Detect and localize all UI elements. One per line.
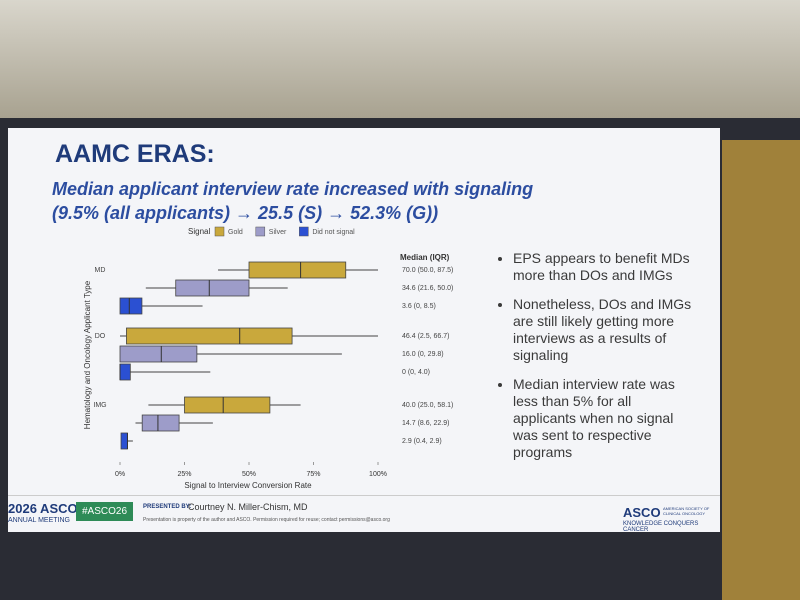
median-label: 70.0 (50.0, 87.5)	[402, 267, 453, 274]
box	[141, 414, 180, 432]
x-axis-title: Signal to Interview Conversion Rate	[184, 481, 312, 490]
meeting: 2026 ASCO	[8, 501, 78, 516]
box	[119, 363, 131, 381]
meeting-sub: ANNUAL MEETING	[8, 517, 70, 524]
side-wall	[722, 140, 800, 600]
presenter: Courtney N. Miller-Chism, MD	[188, 502, 308, 512]
median-label: 16.0 (0, 29.8)	[402, 351, 444, 358]
x-tick-label: 100%	[369, 471, 387, 478]
footer: 2026 ASCO ANNUAL MEETING #ASCO26 PRESENT…	[8, 495, 720, 533]
ceiling	[0, 0, 800, 118]
median-label: 34.6 (21.6, 50.0)	[402, 285, 453, 292]
hashtag: #ASCO26	[76, 502, 134, 521]
median-label: 40.0 (25.0, 58.1)	[402, 402, 453, 409]
slide-title: AAMC ERAS:	[55, 140, 215, 168]
tagline: KNOWLEDGE CONQUERS CANCER	[623, 521, 699, 533]
median-label: 14.7 (8.6, 22.9)	[402, 420, 449, 427]
box	[120, 432, 128, 450]
legend-label: Silver	[269, 229, 287, 236]
y-axis-title: Hematology and Oncology Applicant Type	[83, 280, 92, 429]
notice: Presentation is property of the author a…	[143, 517, 390, 523]
box	[184, 396, 271, 414]
label-header: Median (IQR)	[400, 253, 450, 262]
x-tick-label: 0%	[115, 471, 125, 478]
legend-label: Gold	[228, 229, 243, 236]
box	[126, 327, 293, 345]
y-tick-label: IMG	[93, 402, 106, 409]
bullet: EPS appears to benefit MDs more than DOs…	[513, 250, 695, 284]
y-tick-label: DO	[95, 333, 106, 340]
legend-swatch	[255, 226, 266, 237]
y-tick-label: MD	[95, 267, 106, 274]
box	[175, 279, 250, 297]
box	[119, 345, 198, 363]
median-label: 2.9 (0.4, 2.9)	[402, 438, 442, 445]
presented-by: PRESENTED BY:	[143, 504, 192, 510]
bullet: Median interview rate was less than 5% f…	[513, 376, 695, 461]
subtitle-line: Median applicant interview rate increase…	[52, 179, 534, 199]
box	[248, 261, 347, 279]
logo-sub: AMERICAN SOCIETY OF CLINICAL ONCOLOGY	[663, 506, 710, 516]
bullets: EPS appears to benefit MDs more than DOs…	[495, 250, 695, 473]
subtitle-line: (9.5% (all applicants) → 25.5 (S) → 52.3…	[52, 203, 439, 223]
median-label: 3.6 (0, 8.5)	[402, 303, 436, 310]
bullet: Nonetheless, DOs and IMGs are still like…	[513, 296, 695, 364]
legend-swatch	[299, 226, 309, 237]
x-tick-label: 75%	[306, 471, 320, 478]
x-tick-label: 50%	[242, 471, 256, 478]
x-tick-label: 25%	[177, 471, 191, 478]
median-label: 0 (0, 4.0)	[402, 369, 430, 376]
legend-title: Signal	[188, 227, 210, 236]
legend-swatch	[214, 226, 225, 237]
box	[119, 297, 143, 315]
slide-subtitle: Median applicant interview rate increase…	[52, 177, 533, 225]
median-label: 46.4 (2.5, 66.7)	[402, 333, 449, 340]
logo: ASCO	[623, 505, 661, 520]
legend-label: Did not signal	[312, 229, 355, 236]
